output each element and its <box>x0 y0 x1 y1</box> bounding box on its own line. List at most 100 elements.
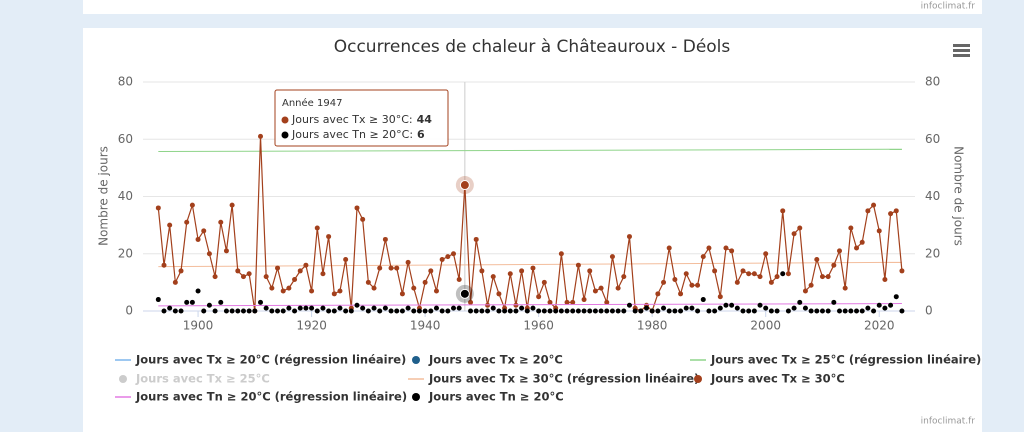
point <box>343 308 349 314</box>
legend-item[interactable]: Jours avec Tn ≥ 20°C <box>412 390 564 404</box>
point <box>451 251 457 257</box>
point <box>558 308 564 314</box>
point <box>223 308 229 314</box>
point <box>507 271 513 277</box>
point <box>536 294 542 300</box>
point <box>530 305 536 311</box>
x-tick-label: 1960 <box>523 319 554 333</box>
point <box>433 305 439 311</box>
point <box>382 305 388 311</box>
legend-item[interactable]: Jours avec Tx ≥ 20°C <box>412 353 563 367</box>
point <box>797 299 803 305</box>
point <box>235 308 241 314</box>
menu-bar[interactable] <box>953 54 970 57</box>
y2-axis-label: Nombre de jours <box>952 146 966 246</box>
point <box>689 282 695 288</box>
point <box>882 277 888 283</box>
point <box>661 305 667 311</box>
y2-tick-label: 0 <box>925 304 933 318</box>
y-tick-label: 20 <box>118 246 133 260</box>
menu-bar[interactable] <box>953 49 970 52</box>
point <box>882 305 888 311</box>
point <box>428 308 434 314</box>
point <box>700 254 706 260</box>
point <box>666 308 672 314</box>
point <box>360 216 366 222</box>
point <box>865 305 871 311</box>
point <box>201 228 207 234</box>
y2-tick-label: 60 <box>925 132 940 146</box>
point <box>189 202 195 208</box>
point <box>530 265 536 271</box>
point <box>609 254 615 260</box>
point <box>570 308 576 314</box>
point <box>848 225 854 231</box>
point <box>876 228 882 234</box>
y2-tick-label: 20 <box>925 246 940 260</box>
point <box>893 294 899 300</box>
x-tick-label: 2020 <box>864 319 895 333</box>
point <box>201 308 207 314</box>
point <box>178 268 184 274</box>
point <box>604 299 610 305</box>
point <box>314 308 320 314</box>
legend-item[interactable]: Jours avec Tx ≥ 25°C (régression linéair… <box>690 353 981 367</box>
point <box>507 308 513 314</box>
point <box>644 305 650 311</box>
y-axis-label: Nombre de jours <box>97 146 111 246</box>
point <box>768 279 774 285</box>
point <box>365 279 371 285</box>
y-tick-label: 60 <box>118 132 133 146</box>
point <box>275 265 281 271</box>
menu-bar[interactable] <box>953 44 970 47</box>
y2-tick-label: 80 <box>925 75 940 89</box>
point <box>785 271 791 277</box>
legend-item[interactable]: Jours avec Tx ≥ 20°C (régression linéair… <box>115 353 406 367</box>
point <box>604 308 610 314</box>
point <box>445 308 451 314</box>
point <box>751 308 757 314</box>
point <box>246 271 252 277</box>
point <box>269 285 275 291</box>
point <box>536 308 542 314</box>
point <box>184 299 190 305</box>
point <box>468 299 474 305</box>
legend-item[interactable]: Jours avec Tx ≥ 25°C <box>119 372 270 386</box>
point <box>802 288 808 294</box>
point <box>371 285 377 291</box>
point <box>485 308 491 314</box>
legend-item[interactable]: Jours avec Tx ≥ 30°C <box>694 372 845 386</box>
point <box>757 274 763 280</box>
credits: infoclimat.fr <box>921 417 976 427</box>
point <box>428 268 434 274</box>
legend-item[interactable]: Jours avec Tn ≥ 20°C (régression linéair… <box>115 390 407 404</box>
chart-title: Occurrences de chaleur à Châteauroux - D… <box>334 37 731 57</box>
legend-label: Jours avec Tn ≥ 20°C <box>428 390 564 404</box>
point <box>411 308 417 314</box>
legend-symbol <box>119 375 127 383</box>
point <box>394 308 400 314</box>
point <box>763 251 769 257</box>
point <box>661 279 667 285</box>
point <box>797 225 803 231</box>
point <box>468 308 474 314</box>
point <box>609 308 615 314</box>
point <box>558 251 564 257</box>
point <box>615 308 621 314</box>
point <box>553 308 559 314</box>
menu-button[interactable] <box>953 44 970 57</box>
point <box>240 274 246 280</box>
point <box>899 308 905 314</box>
point <box>876 302 882 308</box>
point <box>292 308 298 314</box>
point <box>638 308 644 314</box>
legend-item[interactable]: Jours avec Tx ≥ 30°C (régression linéair… <box>408 372 699 386</box>
point <box>388 265 394 271</box>
chart-card <box>83 28 982 432</box>
tooltip-value: 6 <box>417 128 425 141</box>
point <box>303 305 309 311</box>
point <box>399 308 405 314</box>
point <box>706 308 712 314</box>
point <box>592 308 598 314</box>
point <box>286 305 292 311</box>
